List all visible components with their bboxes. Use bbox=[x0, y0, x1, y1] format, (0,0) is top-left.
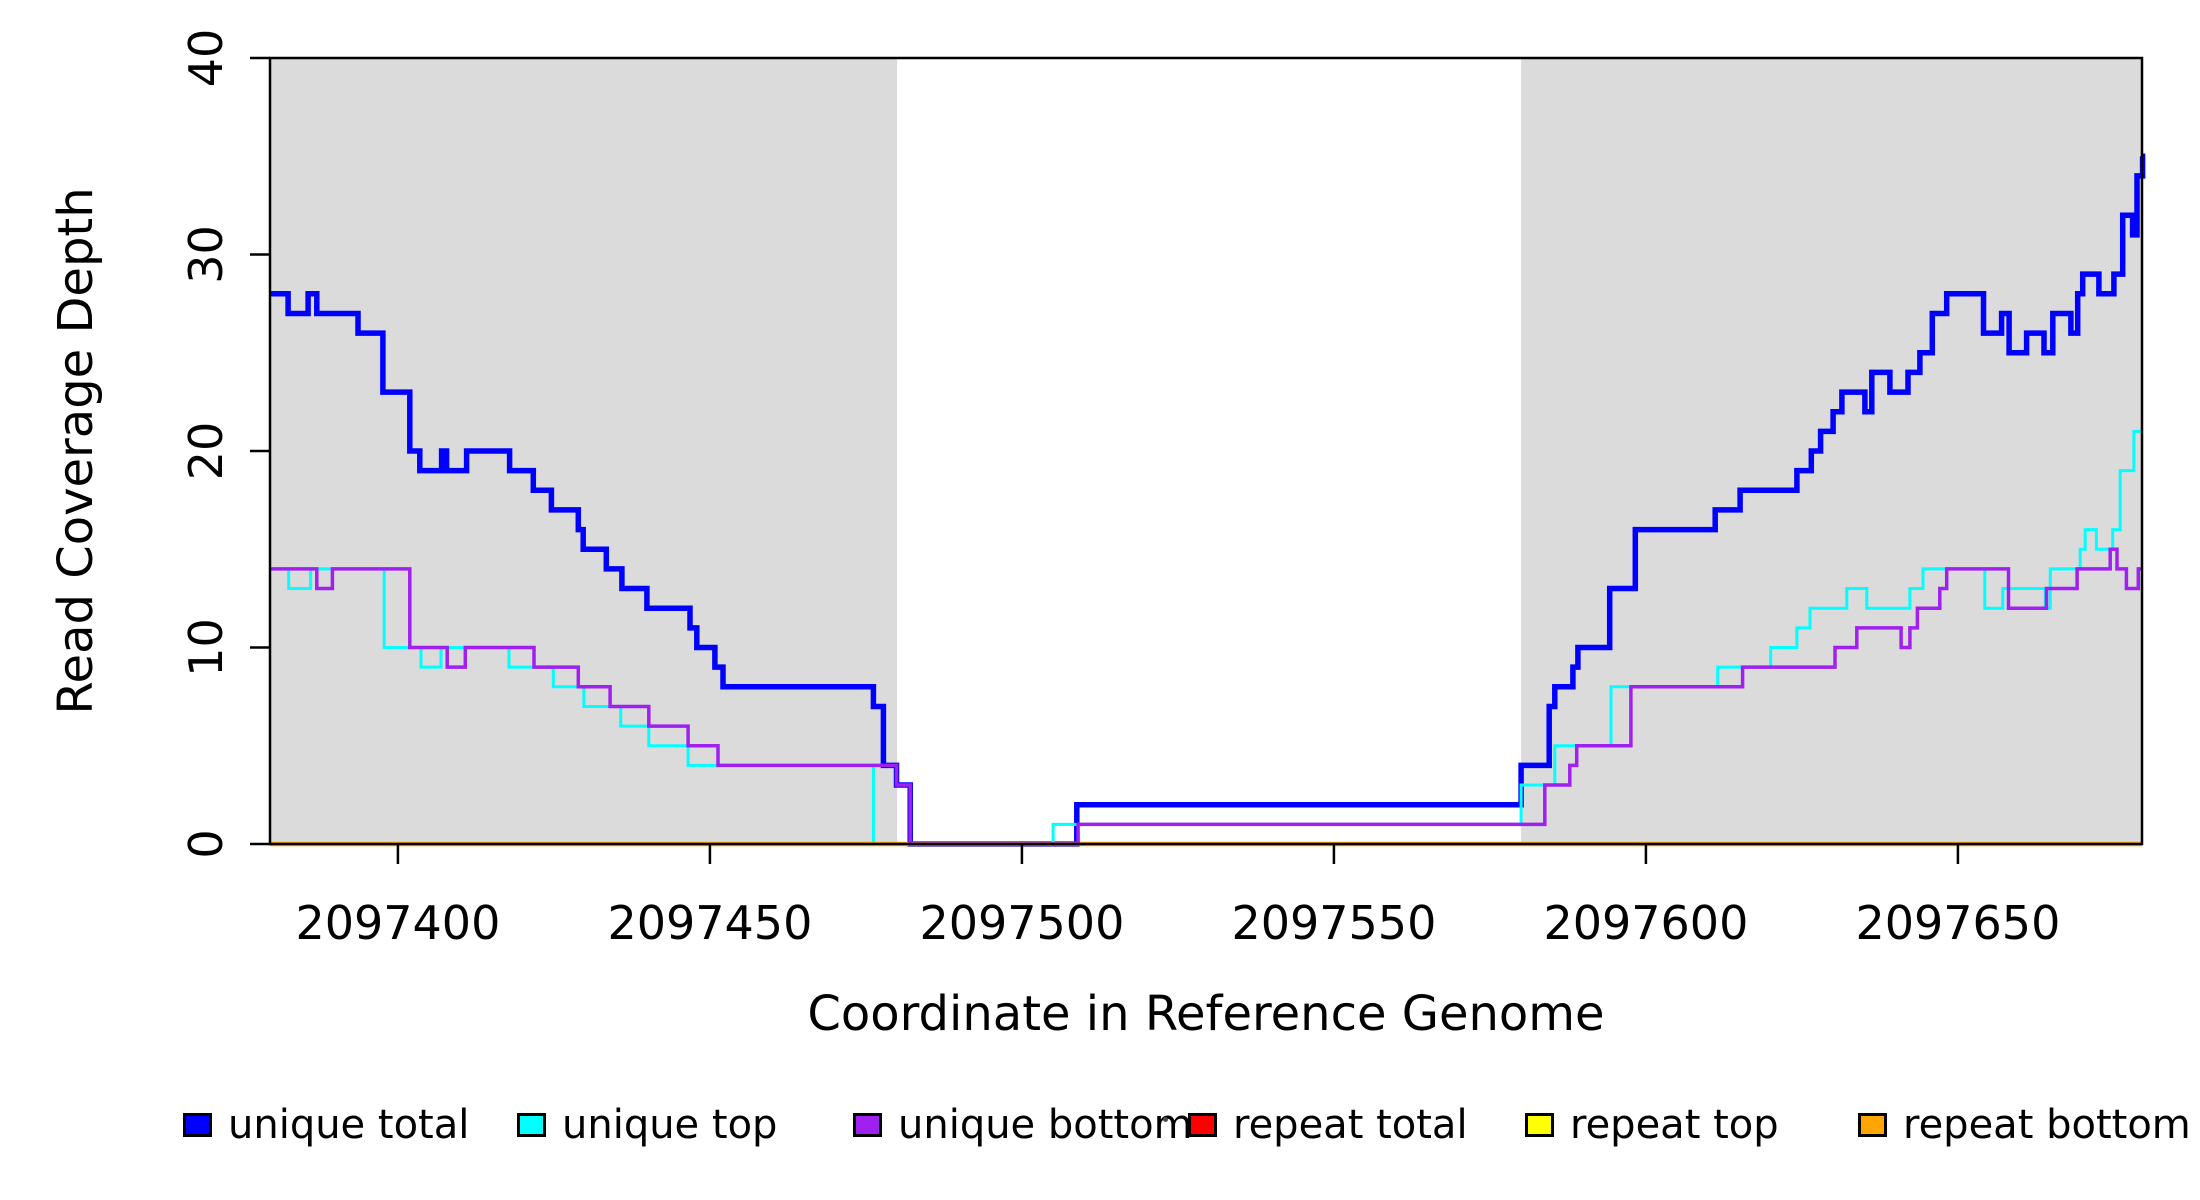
legend-item-unique-total: unique total bbox=[183, 1095, 469, 1155]
legend-item-unique-top: unique top bbox=[517, 1095, 777, 1155]
x-tick-label: 2097400 bbox=[295, 896, 500, 950]
legend-swatch-unique-bottom bbox=[853, 1113, 882, 1137]
legend-swatch-repeat-bottom bbox=[1858, 1113, 1887, 1137]
legend-label: repeat top bbox=[1570, 1102, 1779, 1148]
y-tick-label: 0 bbox=[179, 829, 233, 858]
legend-swatch-unique-total bbox=[183, 1113, 212, 1137]
legend-item-unique-bottom: unique bottom bbox=[853, 1095, 1193, 1155]
legend-swatch-unique-top bbox=[517, 1113, 546, 1137]
y-axis-title: Read Coverage Depth bbox=[48, 187, 104, 714]
legend-label: unique total bbox=[228, 1102, 470, 1148]
x-tick-label: 2097450 bbox=[607, 896, 812, 950]
shaded-regions bbox=[270, 58, 2142, 844]
legend-label: repeat bottom bbox=[1903, 1102, 2191, 1148]
legend-swatch-repeat-total bbox=[1188, 1113, 1217, 1137]
legend-label: repeat total bbox=[1233, 1102, 1468, 1148]
legend-label: unique top bbox=[562, 1102, 778, 1148]
x-axis-title: Coordinate in Reference Genome bbox=[807, 986, 1604, 1042]
legend-swatch-repeat-top bbox=[1525, 1113, 1554, 1137]
y-tick-label: 10 bbox=[179, 618, 233, 677]
axes: 2097400 2097450 2097500 2097550 2097600 20976… bbox=[179, 29, 2144, 950]
legend-label: unique bottom bbox=[898, 1102, 1193, 1148]
shaded-region-1 bbox=[270, 58, 898, 844]
legend-item-repeat-top: repeat top bbox=[1525, 1095, 1779, 1155]
y-tick-label: 40 bbox=[179, 29, 233, 88]
y-tick-label: 20 bbox=[179, 422, 233, 481]
legend-item-repeat-bottom: repeat bottom bbox=[1858, 1095, 2191, 1155]
legend-item-repeat-total: repeat total bbox=[1188, 1095, 1468, 1155]
x-tick-label: 2097650 bbox=[1855, 896, 2060, 950]
legend: unique total unique top unique bottom repea… bbox=[0, 1095, 2200, 1175]
x-tick-label: 2097600 bbox=[1543, 896, 1748, 950]
stray-dot-artifact bbox=[1163, 1117, 1168, 1122]
x-tick-label: 2097550 bbox=[1231, 896, 1436, 950]
y-tick-label: 30 bbox=[179, 225, 233, 284]
series-line-unique-bottom bbox=[270, 547, 2142, 846]
series-line-unique-total bbox=[270, 153, 2146, 847]
shaded-region-2 bbox=[1521, 58, 2142, 844]
x-tick-label: 2097500 bbox=[919, 896, 1124, 950]
